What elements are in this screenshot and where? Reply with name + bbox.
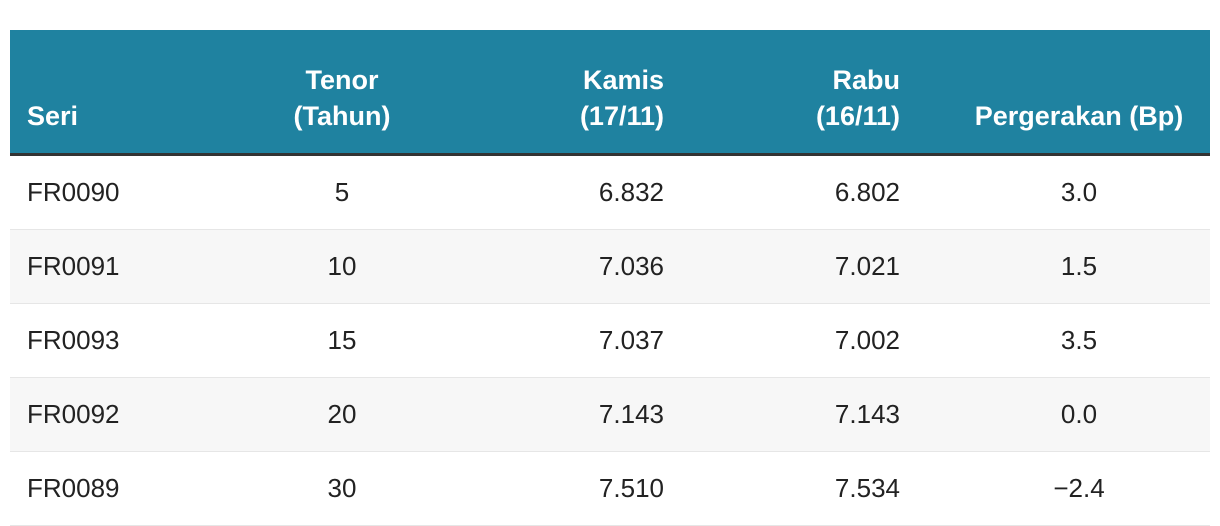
table-row: FR0093 15 7.037 7.002 3.5 [10, 303, 1210, 378]
header-text: Pergerakan (Bp) [974, 101, 1184, 131]
series-cell: FR0089 [10, 451, 250, 526]
value-cell: 7.036 [434, 229, 680, 304]
value-cell: 7.510 [434, 451, 680, 526]
column-header: Pergerakan (Bp) [916, 30, 1210, 156]
header-text: Seri [27, 101, 79, 131]
series-cell: FR0090 [10, 154, 250, 230]
column-header: Rabu (16/11) [680, 30, 916, 156]
value-cell: −2.4 [916, 451, 1210, 526]
table-body: FR0090 5 6.832 6.802 3.0 FR0091 10 7.036 7.021 1.… [10, 154, 1210, 526]
column-header: Tenor (Tahun) [250, 30, 434, 156]
value-cell: 7.534 [680, 451, 916, 526]
header-text: Tenor (Tahun) [293, 65, 391, 131]
value-cell: 1.5 [916, 229, 1210, 304]
value-cell: 5 [250, 154, 434, 230]
column-header: Kamis (17/11) [434, 30, 680, 156]
value-cell: 30 [250, 451, 434, 526]
series-cell: FR0091 [10, 229, 250, 304]
table-row: FR0092 20 7.143 7.143 0.0 [10, 377, 1210, 452]
series-cell: FR0092 [10, 377, 250, 452]
series-cell: FR0093 [10, 303, 250, 378]
value-cell: 7.002 [680, 303, 916, 378]
value-cell: 6.832 [434, 154, 680, 230]
yield-table: Seri Tenor (Tahun) Kamis (17/11) Rabu (16/1… [10, 30, 1210, 526]
table-row: FR0090 5 6.832 6.802 3.0 [10, 154, 1210, 230]
table-row: FR0089 30 7.510 7.534 −2.4 [10, 451, 1210, 526]
value-cell: 3.5 [916, 303, 1210, 378]
table-row: FR0091 10 7.036 7.021 1.5 [10, 229, 1210, 304]
value-cell: 3.0 [916, 154, 1210, 230]
value-cell: 15 [250, 303, 434, 378]
column-header: Seri [10, 30, 250, 156]
value-cell: 7.143 [434, 377, 680, 452]
header-text: Rabu (16/11) [815, 65, 900, 131]
value-cell: 7.037 [434, 303, 680, 378]
value-cell: 20 [250, 377, 434, 452]
value-cell: 6.802 [680, 154, 916, 230]
value-cell: 0.0 [916, 377, 1210, 452]
table-header: Seri Tenor (Tahun) Kamis (17/11) Rabu (16/1… [10, 30, 1210, 156]
value-cell: 10 [250, 229, 434, 304]
header-row: Seri Tenor (Tahun) Kamis (17/11) Rabu (16/1… [10, 30, 1210, 156]
header-text: Kamis (17/11) [579, 65, 664, 131]
value-cell: 7.021 [680, 229, 916, 304]
value-cell: 7.143 [680, 377, 916, 452]
